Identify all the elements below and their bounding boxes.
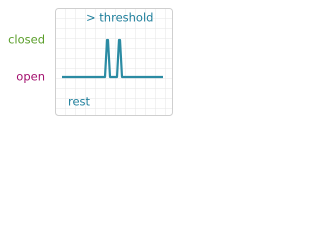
signal-line bbox=[62, 38, 163, 79]
y-tick-label: open bbox=[16, 70, 45, 84]
annotation: > threshold bbox=[86, 11, 153, 25]
plot-frame bbox=[55, 8, 173, 116]
annotation: rest bbox=[68, 95, 91, 109]
y-tick-label: closed bbox=[8, 33, 45, 47]
chart: closed open > threshold rest bbox=[8, 8, 173, 116]
